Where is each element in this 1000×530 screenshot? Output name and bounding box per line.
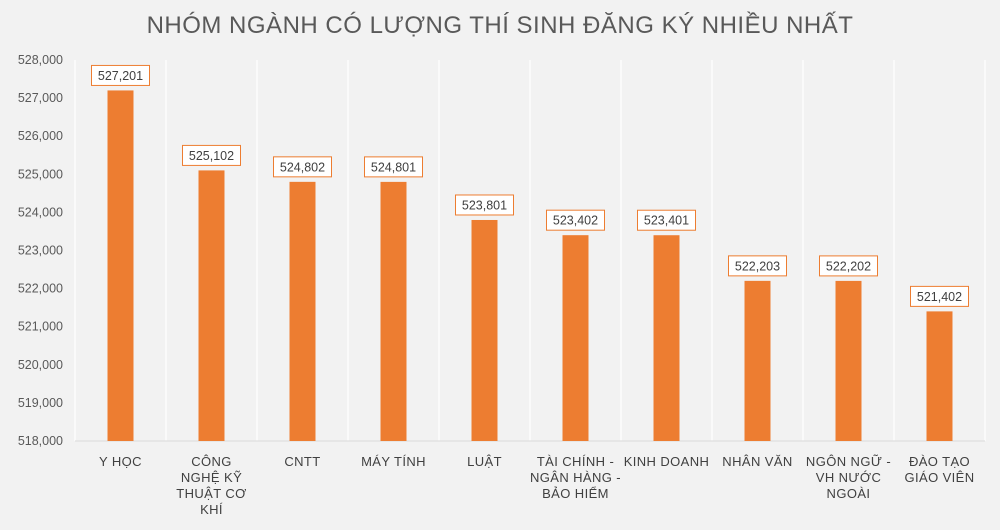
data-label: 522,202 (826, 259, 871, 273)
category-label: CÔNG (191, 454, 232, 469)
bar (744, 280, 771, 441)
bar (107, 90, 134, 442)
y-tick-label: 528,000 (18, 53, 63, 67)
data-label: 524,801 (371, 160, 416, 174)
data-label: 525,102 (189, 149, 234, 163)
y-tick-label: 525,000 (18, 167, 63, 181)
data-label-box (364, 156, 423, 178)
category-label: LUẬT (467, 454, 502, 469)
category-label: MÁY TÍNH (361, 454, 426, 469)
y-tick-label: 527,000 (18, 91, 63, 105)
bar (198, 170, 225, 441)
category-label: NGÂN HÀNG - (530, 470, 621, 485)
category-label: Y HỌC (99, 454, 142, 469)
category-label: ĐÀO TẠO (909, 454, 970, 469)
y-tick-label: 526,000 (18, 129, 63, 143)
y-tick-label: 524,000 (18, 205, 63, 219)
data-label-box (819, 255, 878, 277)
data-label-box (728, 255, 787, 277)
category-label: KINH DOANH (624, 454, 710, 469)
data-label: 523,401 (644, 214, 689, 228)
data-label: 524,802 (280, 160, 325, 174)
data-label: 527,201 (98, 69, 143, 83)
data-label-box (546, 209, 605, 231)
bar (289, 181, 316, 441)
category-label: CNTT (284, 454, 320, 469)
y-tick-label: 521,000 (18, 320, 63, 334)
bar (562, 235, 589, 441)
category-label: KHÍ (200, 502, 223, 517)
category-label: GIÁO VIÊN (904, 470, 974, 485)
data-label-box (182, 144, 241, 166)
data-label-box (455, 194, 514, 216)
bar (835, 280, 862, 441)
y-tick-label: 519,000 (18, 396, 63, 410)
bar (926, 311, 953, 441)
y-tick-label: 518,000 (18, 434, 63, 448)
category-label: NGOÀI (827, 486, 871, 501)
data-label-box (273, 156, 332, 178)
category-label: THUẬT CƠ (176, 486, 246, 501)
data-label: 523,801 (462, 198, 507, 212)
bar (471, 219, 498, 441)
bar (380, 181, 407, 441)
category-label: VH NƯỚC (816, 470, 882, 485)
category-label: NGHỆ KỸ (181, 470, 242, 485)
data-label: 521,402 (917, 290, 962, 304)
y-tick-label: 520,000 (18, 358, 63, 372)
category-label: TÀI CHÍNH - (537, 454, 614, 469)
chart-title: NHÓM NGÀNH CÓ LƯỢNG THÍ SINH ĐĂNG KÝ NHI… (146, 12, 854, 39)
category-label: NHÂN VĂN (722, 454, 792, 469)
y-tick-label: 523,000 (18, 244, 63, 258)
data-label-box (910, 285, 969, 307)
y-tick-label: 522,000 (18, 282, 63, 296)
data-label-box (91, 64, 150, 86)
bar (653, 235, 680, 441)
category-label: NGÔN NGỮ - (806, 454, 891, 469)
data-label: 523,402 (553, 214, 598, 228)
data-label-box (637, 209, 696, 231)
category-label: BẢO HIỂM (542, 486, 609, 501)
data-label: 522,203 (735, 259, 780, 273)
